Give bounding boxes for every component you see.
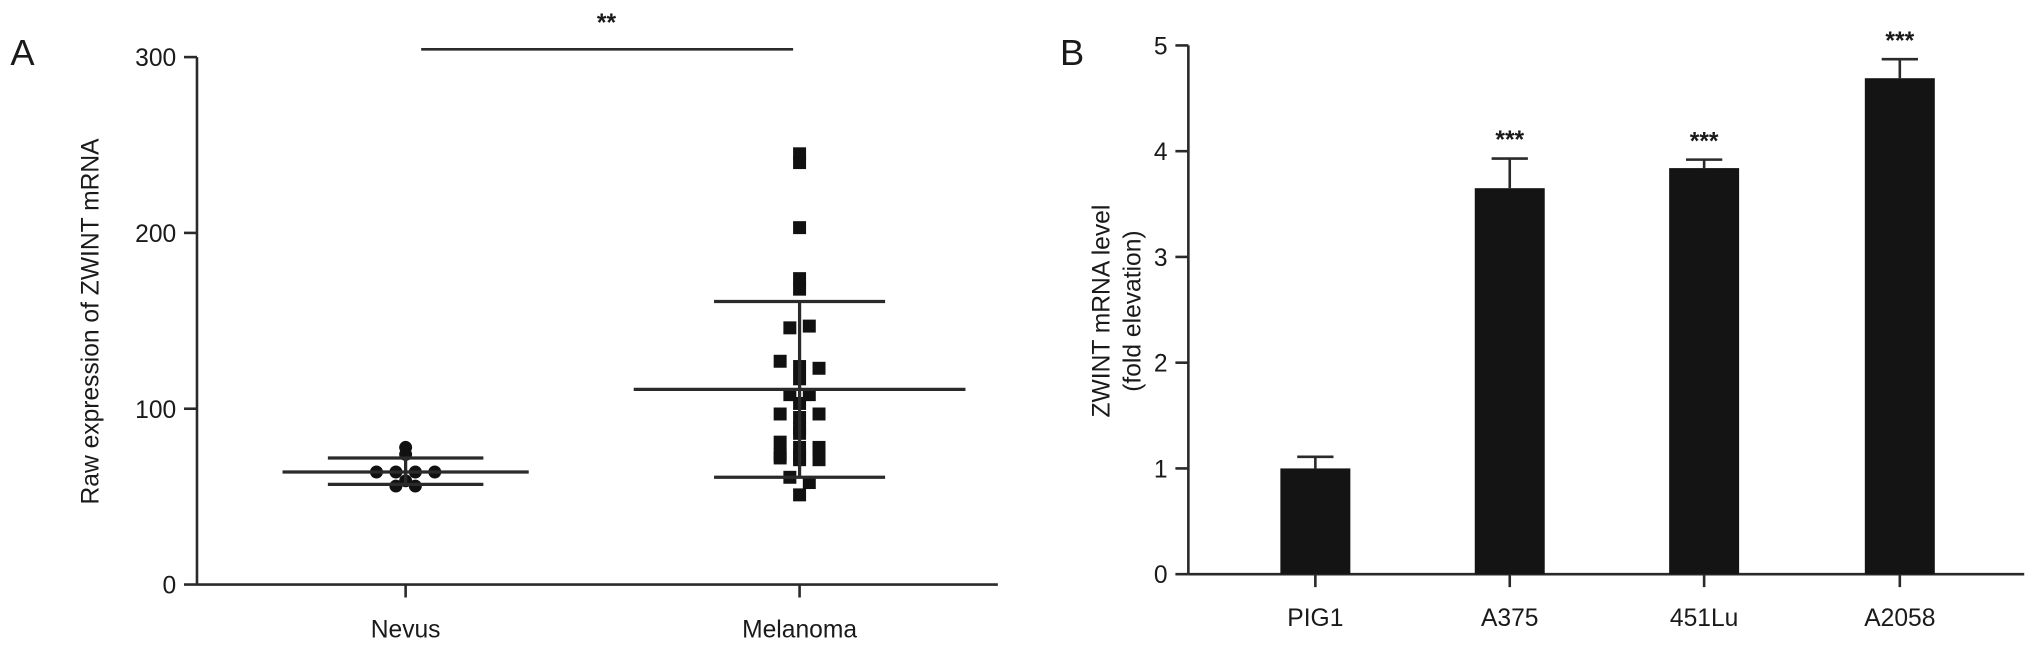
panel-b: B ZWINT mRNA level (fold elevation) 0 1 2 3… (1060, 28, 2025, 632)
data-point-melanoma (812, 407, 826, 421)
y-tick-label-a: 200 (135, 221, 176, 248)
y-tick-label-b: 2 (1154, 351, 1168, 378)
data-point-melanoma (793, 488, 807, 502)
data-point-melanoma (793, 272, 807, 286)
data-point-melanoma (812, 361, 826, 375)
data-point-melanoma (802, 476, 816, 490)
y-tick-label-b: 1 (1154, 456, 1168, 483)
bar-a2058 (1864, 78, 1935, 575)
data-point-melanoma (783, 321, 797, 335)
x-tick-label-b: A2058 (1864, 605, 1935, 632)
panel-label-a: A (10, 32, 35, 73)
significance-label-a: ** (597, 10, 617, 37)
significance-label-b: *** (1690, 128, 1719, 155)
data-point-nevus (389, 479, 403, 493)
y-axis-label-a: Raw expression of ZWINT mRNA (77, 138, 104, 505)
data-point-melanoma (812, 440, 826, 454)
data-point-melanoma (773, 435, 787, 449)
data-point-melanoma (773, 451, 787, 465)
bar-a375 (1474, 188, 1545, 575)
x-tick-label-a: Nevus (371, 617, 441, 644)
y-tick-label-a: 0 (163, 573, 177, 600)
data-point-melanoma (773, 407, 787, 421)
y-tick-label-b: 4 (1154, 139, 1168, 166)
panel-label-b: B (1060, 32, 1084, 73)
y-tick-label-b: 5 (1154, 34, 1168, 61)
x-tick-label-a: Melanoma (742, 617, 857, 644)
y-tick-label-a: 300 (135, 45, 176, 72)
x-tick-label-b: 451Lu (1670, 605, 1738, 632)
data-point-melanoma (773, 354, 787, 368)
y-tick-label-b: 3 (1154, 245, 1168, 272)
data-point-melanoma (812, 453, 826, 467)
panel-a: A Raw expression of ZWINT mRNA 0 100 200 30… (10, 10, 998, 644)
data-point-nevus (408, 479, 422, 493)
y-tick-label-b: 0 (1154, 562, 1168, 589)
bar-pig1 (1280, 468, 1351, 575)
significance-label-b: *** (1495, 127, 1524, 154)
data-point-melanoma (793, 156, 807, 170)
y-tick-label-a: 100 (135, 397, 176, 424)
data-point-melanoma (802, 319, 816, 333)
y-axis-label-b-line2: (fold elevation) (1119, 230, 1146, 391)
significance-label-b: *** (1885, 28, 1914, 55)
data-point-melanoma (793, 221, 807, 235)
x-tick-label-b: PIG1 (1287, 605, 1343, 632)
bar-451lu (1669, 168, 1740, 575)
data-point-melanoma (793, 282, 807, 296)
y-axis-label-b-line1: ZWINT mRNA level (1088, 205, 1115, 418)
x-tick-label-b: A375 (1481, 605, 1538, 632)
